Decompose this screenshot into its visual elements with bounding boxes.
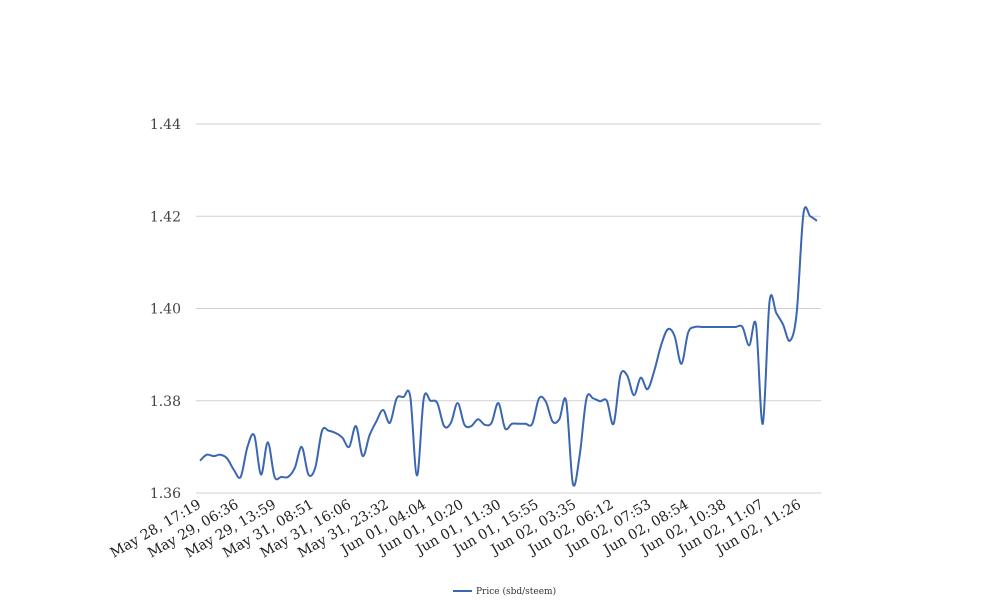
y-tick-label: 1.38 xyxy=(150,394,181,410)
series-line-price xyxy=(199,206,818,487)
series-layer xyxy=(199,206,818,487)
y-tick-label: 1.42 xyxy=(150,209,181,225)
grid-layer xyxy=(196,123,821,494)
y-tick-label: 1.44 xyxy=(150,117,181,133)
legend: Price (sbd/steem) xyxy=(453,586,556,597)
y-axis-ticks: 1.36 1.38 1.40 1.42 1.44 xyxy=(150,117,181,502)
y-tick-label: 1.40 xyxy=(150,302,181,318)
legend-label-price: Price (sbd/steem) xyxy=(476,586,556,597)
y-tick-label: 1.36 xyxy=(150,486,181,502)
